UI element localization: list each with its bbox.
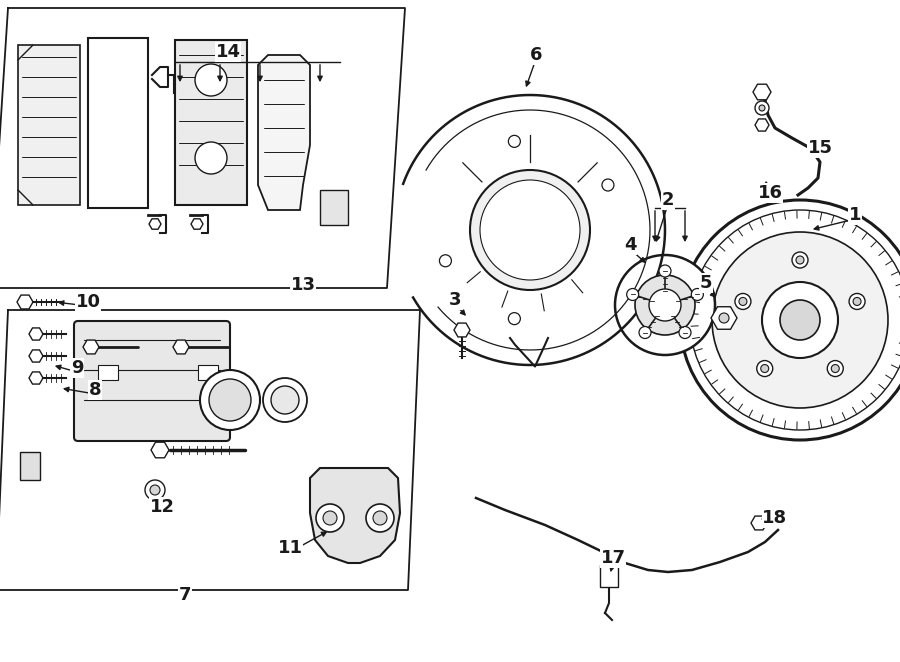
- Polygon shape: [88, 38, 148, 208]
- Circle shape: [366, 504, 394, 532]
- Circle shape: [759, 105, 765, 111]
- Text: 10: 10: [76, 293, 101, 311]
- Circle shape: [615, 255, 715, 355]
- Text: 1: 1: [849, 206, 861, 224]
- Circle shape: [712, 232, 888, 408]
- Circle shape: [780, 300, 820, 340]
- Circle shape: [755, 101, 769, 115]
- Text: 6: 6: [530, 46, 542, 64]
- Polygon shape: [258, 55, 310, 210]
- Circle shape: [792, 252, 808, 268]
- Circle shape: [635, 275, 695, 335]
- Circle shape: [626, 289, 639, 301]
- Polygon shape: [175, 40, 247, 205]
- Circle shape: [757, 361, 773, 377]
- Polygon shape: [310, 468, 400, 563]
- Circle shape: [719, 313, 729, 323]
- Text: 16: 16: [758, 184, 782, 202]
- FancyBboxPatch shape: [74, 321, 230, 441]
- Circle shape: [480, 180, 580, 280]
- Circle shape: [439, 255, 452, 267]
- Circle shape: [271, 386, 299, 414]
- Text: 3: 3: [449, 291, 462, 309]
- Text: 14: 14: [215, 43, 240, 61]
- Circle shape: [145, 480, 165, 500]
- Text: 11: 11: [277, 539, 302, 557]
- Circle shape: [649, 289, 681, 321]
- Circle shape: [323, 511, 337, 525]
- Circle shape: [849, 293, 865, 309]
- Text: 12: 12: [149, 498, 175, 516]
- Circle shape: [195, 64, 227, 96]
- Text: 8: 8: [89, 381, 102, 399]
- Circle shape: [739, 297, 747, 305]
- Circle shape: [691, 289, 703, 301]
- Bar: [198, 365, 218, 380]
- Circle shape: [470, 170, 590, 290]
- Circle shape: [680, 200, 900, 440]
- Text: 5: 5: [700, 274, 712, 292]
- Circle shape: [762, 282, 838, 358]
- Polygon shape: [600, 565, 618, 587]
- Circle shape: [316, 504, 344, 532]
- Circle shape: [602, 179, 614, 191]
- Circle shape: [200, 370, 260, 430]
- Circle shape: [796, 256, 804, 264]
- Bar: [98, 365, 118, 380]
- Circle shape: [760, 365, 769, 373]
- Circle shape: [853, 297, 861, 305]
- Circle shape: [659, 265, 671, 277]
- Polygon shape: [18, 45, 80, 205]
- Text: 15: 15: [807, 139, 833, 157]
- Circle shape: [832, 365, 840, 373]
- Text: 18: 18: [762, 509, 788, 527]
- Circle shape: [639, 326, 651, 338]
- Text: 7: 7: [179, 586, 192, 604]
- Circle shape: [508, 312, 520, 324]
- Circle shape: [679, 326, 691, 338]
- Circle shape: [735, 293, 751, 309]
- Text: 9: 9: [71, 359, 84, 377]
- Text: 4: 4: [624, 236, 636, 254]
- Circle shape: [150, 485, 160, 495]
- Text: 17: 17: [600, 549, 626, 567]
- Text: 2: 2: [662, 191, 674, 209]
- Circle shape: [690, 210, 900, 430]
- Polygon shape: [320, 190, 348, 225]
- Circle shape: [508, 135, 520, 148]
- Text: 14: 14: [215, 43, 240, 61]
- Polygon shape: [20, 452, 40, 480]
- Text: 13: 13: [291, 276, 316, 294]
- Circle shape: [373, 511, 387, 525]
- Circle shape: [827, 361, 843, 377]
- Circle shape: [209, 379, 251, 421]
- Circle shape: [263, 378, 307, 422]
- Circle shape: [195, 142, 227, 174]
